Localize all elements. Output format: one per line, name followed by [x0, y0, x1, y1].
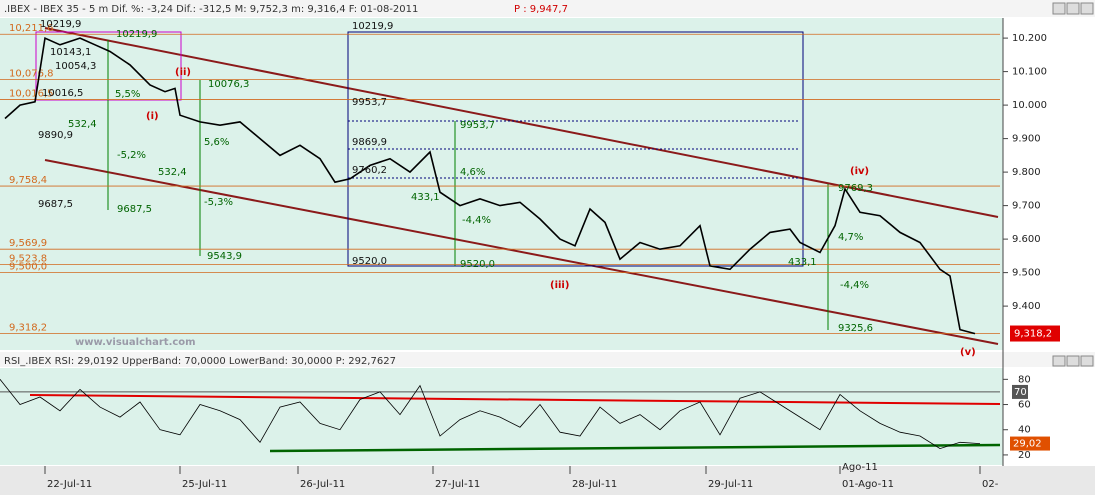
price-label: P : 9,947,7: [514, 4, 568, 15]
annotation: 4,6%: [460, 167, 485, 178]
level-label: 10,016,5: [9, 89, 54, 100]
y-tick-label: 9.800: [1012, 167, 1041, 178]
y-tick-label: 9.500: [1012, 268, 1041, 279]
annotation: 9543,9: [207, 251, 242, 262]
price-line: [4, 36, 976, 335]
annotation: 9520,0: [352, 256, 387, 267]
watermark: www.visualchart.com: [75, 337, 196, 348]
annotation: 9769,3: [838, 183, 873, 194]
last-rsi-label: 29,02: [1013, 439, 1042, 450]
annotation: 10076,3: [208, 79, 249, 90]
annotation: 10054,3: [55, 61, 96, 72]
level-label: 9,500,0: [9, 262, 47, 273]
level-label: 9,569,9: [9, 238, 47, 249]
annotation: 9687,5: [38, 199, 73, 210]
annotation: 9520,0: [460, 259, 495, 270]
annotation: -4,4%: [462, 215, 491, 226]
y-tick-label: 9.600: [1012, 234, 1041, 245]
x-tick-label: 25-Jul-11: [182, 479, 227, 490]
annotation: 433,1: [788, 257, 817, 268]
y-tick-label: 10.200: [1012, 33, 1047, 44]
level-label: 9,318,2: [9, 323, 47, 334]
annotation: 433,1: [411, 192, 440, 203]
level-label: 9,523,8: [9, 254, 47, 265]
x-tick-label: 02-: [982, 479, 999, 490]
x-tick-label: 22-Jul-11: [47, 479, 92, 490]
annotation: 5,6%: [204, 137, 229, 148]
window-buttons: [1052, 2, 1094, 367]
annotation: 9760,2: [352, 165, 387, 176]
annotation: 10143,1: [50, 47, 91, 58]
y-tick-label: 40: [1018, 425, 1031, 436]
btn[interactable]: [1052, 355, 1066, 367]
rsi-header-bar: [0, 352, 1095, 367]
annotation: (ii): [175, 67, 191, 78]
annotation: 9953,7: [460, 120, 495, 131]
y-tick-label: 20: [1018, 450, 1031, 461]
annotation: 9869,9: [352, 137, 387, 148]
level-label: 10,076,8: [9, 68, 54, 79]
annotation: 10219,9: [116, 29, 157, 40]
rsi-lower-trend: [269, 443, 1001, 453]
y-tick-label: 9.900: [1012, 134, 1041, 145]
btn[interactable]: [1066, 2, 1080, 15]
annotation: 9890,9: [38, 130, 73, 141]
annotation: 9687,5: [117, 204, 152, 215]
annotation: 532,4: [158, 167, 187, 178]
header-bar: [0, 0, 1095, 17]
y-tick-label: 80: [1018, 374, 1031, 385]
last-price-label: 9,318,2: [1014, 329, 1052, 340]
annotation: 532,4: [68, 119, 97, 130]
annotation: -4,4%: [840, 280, 869, 291]
btn[interactable]: [1066, 355, 1080, 367]
band-box: [1012, 384, 1028, 399]
x-tick-label: 27-Jul-11: [435, 479, 480, 490]
x-axis-bar: [0, 466, 1095, 495]
y-tick-label: 10.000: [1012, 100, 1047, 111]
btn[interactable]: [1080, 2, 1094, 15]
btn[interactable]: [1080, 355, 1094, 367]
annotation: 9325,6: [838, 323, 873, 334]
price-line: [0, 379, 981, 450]
y-tick-label: 60: [1018, 400, 1031, 411]
last-price-box: [1010, 325, 1060, 342]
trend-line: [44, 159, 999, 345]
y-tick-label: 9.400: [1012, 301, 1041, 312]
level-label: 9,758,4: [9, 175, 47, 186]
level-label: 10,211,6: [9, 23, 54, 34]
last-rsi-box: [1010, 436, 1050, 451]
annotation: (v): [960, 347, 976, 358]
x-tick-label: 26-Jul-11: [300, 479, 345, 490]
y-tick-label: 10.100: [1012, 67, 1047, 78]
annotation: Ago-11: [842, 462, 878, 473]
chart-title: .IBEX - IBEX 35 - 5 m Dif. %: -3,24 Dif.…: [4, 4, 418, 15]
y-tick-label: 9.700: [1012, 201, 1041, 212]
annotation: -5,3%: [204, 197, 233, 208]
band-label: 70: [1014, 387, 1027, 398]
rsi-title: RSI_.IBEX RSI: 29,0192 UpperBand: 70,000…: [4, 356, 396, 367]
annotation: 10016,5: [42, 88, 83, 99]
annotation: (iv): [850, 166, 869, 177]
annotation: 10219,9: [352, 21, 393, 32]
rsi-upper-trend: [29, 394, 1001, 405]
trend-line: [44, 27, 999, 218]
annotation: 4,7%: [838, 232, 863, 243]
btn[interactable]: [1052, 2, 1066, 15]
annotation: (i): [146, 111, 159, 122]
annotation: 10219,9: [40, 19, 81, 30]
annotation: -5,2%: [117, 150, 146, 161]
x-tick-label: 29-Jul-11: [708, 479, 753, 490]
x-tick-label: 01-Ago-11: [842, 479, 894, 490]
x-tick-label: 28-Jul-11: [572, 479, 617, 490]
annotation: 5,5%: [115, 89, 140, 100]
annotation: (iii): [550, 280, 569, 291]
annotation: 9953,7: [352, 97, 387, 108]
